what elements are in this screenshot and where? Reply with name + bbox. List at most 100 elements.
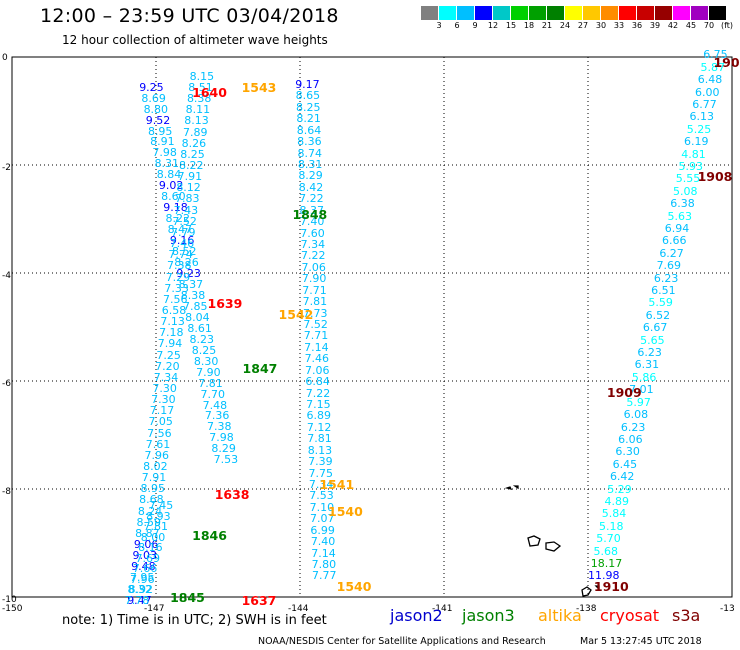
wave-height-value: 7.13 — [160, 315, 185, 329]
wave-height-value: 7.85 — [182, 299, 208, 313]
wave-height-value: 7.33 — [164, 281, 189, 295]
pass-number-label: 1846 — [192, 527, 227, 543]
wave-height-value: 7.96 — [130, 572, 155, 586]
wave-height-value: 7.98 — [209, 431, 234, 445]
wave-height-value: 6.38 — [670, 197, 695, 211]
pass-number-label: 1638 — [214, 487, 250, 503]
wave-height-value: 5.18 — [598, 519, 624, 533]
color-swatch — [709, 6, 726, 20]
pass-number-label: 1845 — [170, 590, 205, 605]
pass-number-label: 1540 — [328, 503, 363, 519]
wave-height-value: 6.51 — [651, 284, 676, 298]
wave-height-value: 8.37 — [299, 203, 324, 217]
longitude-tick-label: -150 — [2, 604, 23, 614]
wave-height-value: 7.20 — [155, 359, 180, 373]
wave-height-value: 8.95 — [147, 124, 173, 138]
color-swatch — [493, 6, 510, 20]
wave-height-value: 5.25 — [686, 122, 712, 136]
wave-height-value: 7.10 — [309, 500, 335, 514]
pass-number-label: 1847 — [242, 360, 278, 376]
wave-height-value: 8.32 — [127, 583, 152, 597]
pass-number-label: 1907 — [713, 55, 740, 71]
wave-height-value: 7.22 — [301, 249, 326, 263]
wave-height-value: 7.94 — [157, 337, 183, 351]
map-subtitle: 12 hour collection of altimeter wave hei… — [62, 33, 328, 47]
wave-height-value: 8.13 — [307, 443, 333, 457]
map-title: 12:00 – 23:59 UTC 03/04/2018 — [40, 5, 339, 27]
latitude-tick-label: 0 — [2, 53, 8, 63]
color-swatch — [457, 6, 474, 20]
wave-height-value: 5.08 — [673, 184, 698, 198]
latitude-tick-label: -4 — [2, 271, 11, 281]
wave-height-value: 7.61 — [145, 437, 171, 451]
longitude-tick-label: -141 — [432, 604, 452, 614]
wave-height-value: 6.00 — [694, 85, 720, 99]
wave-height-value: 7.40 — [299, 215, 325, 229]
wave-height-value: 7.52 — [303, 317, 328, 331]
color-swatch — [601, 6, 618, 20]
color-swatch — [565, 6, 582, 20]
wave-height-value: 7.69 — [656, 259, 682, 273]
wave-height-value: 9.48 — [131, 560, 156, 574]
color-scale-label: 36 — [631, 21, 643, 30]
color-swatch — [619, 6, 636, 20]
wave-height-value: 7.30 — [152, 381, 177, 395]
longitude-tick-label: -144 — [288, 604, 309, 614]
wave-height-value: 7.91 — [141, 471, 167, 485]
wave-height-value: 9.47 — [127, 593, 152, 607]
wave-height-value: 9.06 — [133, 537, 159, 551]
longitude-tick-label: -147 — [144, 604, 164, 614]
wave-height-value: 5.29 — [607, 482, 632, 496]
wave-height-value: 8.25 — [191, 343, 217, 357]
color-swatch — [475, 6, 492, 20]
color-scale-label: 24 — [559, 21, 571, 30]
wave-height-value: 8.38 — [186, 92, 212, 106]
color-scale-label: (ft) — [720, 21, 734, 30]
color-scale-label: 30 — [595, 21, 607, 30]
wave-height-value: 5.59 — [648, 296, 673, 310]
wave-height-value: 6.13 — [689, 110, 714, 124]
wave-height-value: 7.75 — [308, 466, 333, 480]
wave-height-value: 8.24 — [137, 504, 163, 518]
wave-height-value: 7.66 — [132, 562, 158, 576]
wave-height-value: 6.99 — [310, 523, 335, 537]
wave-height-value: 8.36 — [297, 135, 322, 149]
wave-height-value: 4.81 — [681, 147, 706, 161]
wave-height-value: 7.78 — [124, 593, 150, 607]
island-outlines — [504, 485, 600, 597]
pass-number-label: 1908 — [697, 168, 733, 184]
map-frame — [11, 56, 733, 598]
wave-height-value: 6.52 — [645, 308, 671, 322]
wave-height-value: 6.31 — [634, 358, 660, 372]
color-scale-label: 12 — [487, 21, 499, 30]
wave-height-value: 8.93 — [146, 509, 171, 523]
wave-height-value: 6.27 — [659, 246, 684, 260]
footnote: note: 1) Time is in UTC; 2) SWH is in fe… — [62, 613, 327, 628]
pass-number-label: 1637 — [241, 592, 277, 608]
wave-height-value: 8.22 — [165, 212, 190, 226]
color-swatch — [583, 6, 600, 20]
wave-height-value: 7.53 — [309, 489, 334, 503]
wave-height-value: 5.86 — [631, 370, 657, 384]
wave-height-value: 8.00 — [140, 530, 166, 544]
wave-height-value: 18.17 — [590, 556, 623, 570]
wave-height-value: 8.69 — [141, 91, 166, 105]
wave-height-value: 6.23 — [620, 420, 646, 434]
wave-height-value: 7.34 — [300, 237, 326, 251]
color-scale-label: 33 — [613, 21, 625, 30]
wave-height-value: 7.91 — [177, 170, 203, 184]
wave-height-value: 7.30 — [151, 393, 176, 407]
wave-height-value: 7.81 — [143, 520, 168, 534]
wave-height-value: 7.34 — [153, 370, 179, 384]
wave-height-value: 8.11 — [185, 103, 211, 117]
wave-height-value: 7.90 — [196, 365, 221, 379]
wave-height-value: 8.31 — [297, 157, 323, 171]
color-scale-label: 18 — [523, 21, 535, 30]
color-swatch — [691, 6, 708, 20]
wave-height-value: 7.71 — [303, 329, 329, 343]
wave-height-value: 8.74 — [297, 146, 323, 160]
wave-height-value: 7.01 — [629, 383, 654, 397]
wave-height-value: 6.58 — [161, 303, 187, 317]
wave-height-value: 8.30 — [193, 354, 219, 368]
